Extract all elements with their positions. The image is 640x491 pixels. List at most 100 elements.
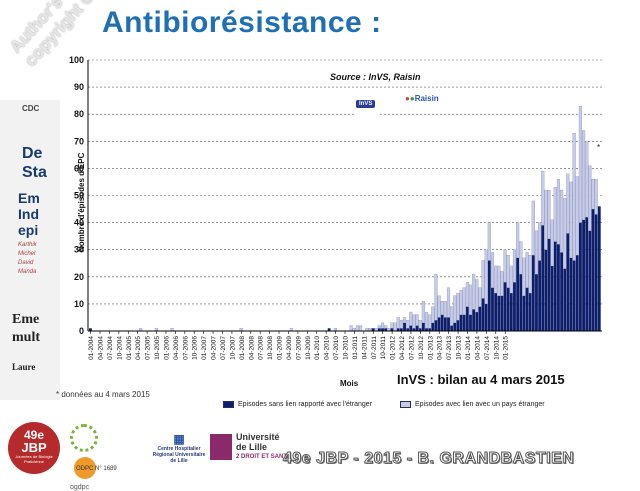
bar-foreign xyxy=(575,176,579,256)
bar-domestic xyxy=(403,322,406,331)
bar-foreign xyxy=(349,325,353,332)
bar-foreign xyxy=(484,249,488,305)
x-tick-label: 10-2007 xyxy=(229,336,236,360)
x-tick-label: 01-2005 xyxy=(126,336,133,360)
bar-domestic xyxy=(503,282,507,331)
bar-domestic xyxy=(399,328,403,331)
background-text: David xyxy=(18,260,34,266)
bar-domestic xyxy=(418,328,422,331)
background-text: CDC xyxy=(22,104,40,113)
bar-foreign xyxy=(556,179,560,245)
bar-foreign xyxy=(550,219,554,267)
raisin-logo: ●●Raisin xyxy=(405,94,439,103)
bar-foreign xyxy=(409,311,413,326)
bar-foreign xyxy=(544,189,548,250)
bar-foreign xyxy=(465,282,469,307)
bar-domestic xyxy=(594,214,598,331)
chr-lille-logo: ▦ Centre Hospitalier Régional Universita… xyxy=(152,432,206,464)
bar-domestic xyxy=(522,295,526,331)
bar-foreign xyxy=(591,179,595,210)
bar-foreign xyxy=(563,198,567,269)
bar-foreign xyxy=(459,290,463,315)
bar-foreign xyxy=(487,222,491,261)
bar-domestic xyxy=(491,287,494,331)
bar-foreign xyxy=(468,284,473,315)
background-text: mult xyxy=(12,330,40,345)
x-tick-label: 07-2011 xyxy=(371,336,378,360)
bar-domestic xyxy=(478,306,482,331)
bar-domestic xyxy=(381,328,384,331)
bar-domestic xyxy=(425,328,428,331)
univ-lille-logo: Université de Lille 2 DROIT ET SANTÉ xyxy=(210,432,291,462)
slide-title: Antibiorésistance : xyxy=(102,6,382,39)
background-text: Laure xyxy=(12,362,36,372)
y-tick-label: 40 xyxy=(74,218,84,228)
bar-foreign xyxy=(553,187,557,242)
bar-domestic xyxy=(89,328,92,331)
bar-foreign xyxy=(525,252,529,288)
bar-domestic xyxy=(506,287,510,331)
bar-domestic xyxy=(582,219,585,331)
x-tick-label: 01-2007 xyxy=(201,336,208,360)
x-tick-label: 01-2008 xyxy=(239,336,246,360)
x-tick-label: 04-2004 xyxy=(97,336,104,360)
bar-foreign xyxy=(582,130,586,221)
bar-foreign xyxy=(406,320,410,329)
bar-foreign xyxy=(462,287,466,315)
x-tick-label: 10-2009 xyxy=(305,336,312,360)
x-tick-label: 04-2007 xyxy=(211,336,218,360)
y-tick-label: 30 xyxy=(74,245,84,255)
bar-foreign xyxy=(384,325,388,329)
x-tick-label: 10-2011 xyxy=(380,336,387,360)
x-tick-label: 01-2004 xyxy=(88,336,95,360)
y-tick-label: 80 xyxy=(74,109,84,119)
bar-domestic xyxy=(384,328,388,331)
background-text: epi xyxy=(18,222,39,238)
bar-foreign xyxy=(380,322,385,329)
bar-domestic xyxy=(437,317,441,331)
x-tick-label: 07-2010 xyxy=(333,336,340,360)
bar-domestic xyxy=(544,249,548,331)
bar-domestic xyxy=(563,268,567,331)
x-tick-label: 01-2009 xyxy=(277,336,284,360)
bar-domestic xyxy=(509,293,513,331)
bar-domestic xyxy=(447,317,450,331)
x-tick-label: 07-2013 xyxy=(446,336,453,360)
x-tick-label: 04-2014 xyxy=(474,336,481,360)
bar-foreign xyxy=(503,249,507,283)
bar-foreign xyxy=(443,301,447,318)
bar-foreign xyxy=(359,325,363,332)
bar-domestic xyxy=(538,260,542,331)
x-tick-label: 10-2010 xyxy=(343,336,350,360)
bar-foreign xyxy=(440,301,444,315)
background-text: Michel xyxy=(18,251,36,257)
footer-logos: 49e JBP Journées de Biologie Praticienne… xyxy=(0,418,640,491)
bar-foreign xyxy=(415,314,419,326)
background-text: Ind xyxy=(18,206,39,222)
bar-foreign xyxy=(399,320,403,329)
x-tick-label: 01-2014 xyxy=(465,336,472,360)
y-tick-label: 90 xyxy=(74,82,84,92)
bar-foreign xyxy=(402,317,407,323)
bar-domestic xyxy=(513,282,516,331)
x-tick-label: 07-2008 xyxy=(258,336,265,360)
bar-domestic xyxy=(575,255,579,331)
bar-domestic xyxy=(557,244,560,331)
y-tick-label: 50 xyxy=(74,191,84,201)
bar-domestic xyxy=(497,295,501,331)
y-tick-label: 70 xyxy=(74,136,84,146)
bar-domestic xyxy=(456,320,460,331)
bar-foreign xyxy=(585,141,589,218)
bar-foreign xyxy=(506,254,510,288)
legend-swatch xyxy=(223,401,234,408)
bar-foreign xyxy=(522,257,526,296)
y-tick-label: 20 xyxy=(74,272,84,282)
bar-foreign xyxy=(437,295,441,318)
x-tick-label: 01-2012 xyxy=(390,336,397,360)
bar-domestic xyxy=(597,206,601,331)
legend-item-foreign: Episodes avec lien avec un pays étranger xyxy=(400,401,545,408)
x-tick-label: 07-2014 xyxy=(484,336,491,360)
x-tick-label: 04-2008 xyxy=(248,336,255,360)
source-label: Source : InVS, Raisin xyxy=(330,72,421,82)
bar-domestic xyxy=(547,238,551,331)
